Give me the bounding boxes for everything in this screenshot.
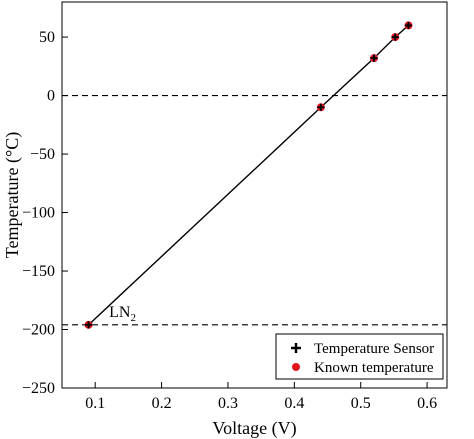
x-tick-label: 0.3 — [218, 395, 238, 412]
y-tick-label: −50 — [30, 146, 55, 163]
ln2-annotation: LN2 — [109, 304, 136, 324]
legend-known-marker — [292, 363, 300, 371]
legend-sensor-label: Temperature Sensor — [314, 341, 434, 357]
sensor-point — [405, 21, 412, 29]
y-tick-label: −100 — [22, 205, 55, 222]
y-axis: −250 −200 −150 −100 −50 0 50 — [22, 29, 68, 397]
legend-known-label: Known temperature — [314, 360, 434, 376]
annotations: LN2 — [109, 304, 136, 324]
y-tick-label: −250 — [22, 380, 55, 397]
x-axis: 0.1 0.2 0.3 0.4 0.5 0.6 — [85, 382, 437, 412]
x-axis-label: Voltage (V) — [212, 418, 296, 439]
x-tick-label: 0.2 — [152, 395, 172, 412]
sensor-line — [88, 24, 409, 326]
x-tick-label: 0.6 — [417, 395, 437, 412]
sensor-point — [391, 33, 399, 41]
x-tick-label: 0.1 — [85, 395, 105, 412]
y-axis-label: Temperature (°C) — [2, 132, 23, 258]
plot-frame — [61, 1, 448, 389]
sensor-point — [317, 103, 325, 111]
y-tick-label: 0 — [47, 88, 55, 105]
sensor-point — [85, 321, 93, 329]
legend: Temperature Sensor Known temperature — [275, 333, 444, 380]
x-tick-label: 0.4 — [284, 395, 304, 412]
y-tick-label: −200 — [22, 322, 55, 339]
series-layer — [84, 21, 413, 329]
y-tick-label: 50 — [39, 29, 55, 46]
x-tick-label: 0.5 — [351, 395, 371, 412]
y-tick-label: −150 — [22, 263, 55, 280]
reference-lines — [62, 94, 447, 326]
sensor-point — [370, 54, 378, 62]
legend-box — [275, 333, 444, 380]
